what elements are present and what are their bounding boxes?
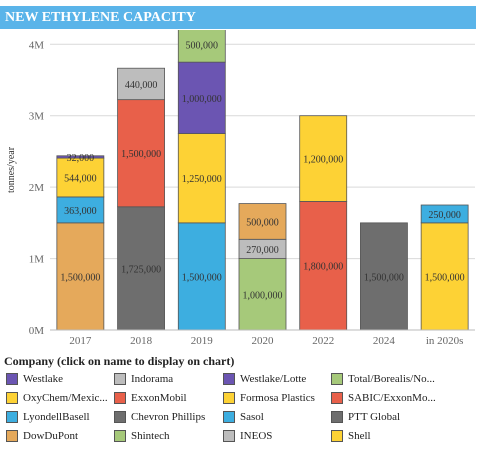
data-label: 1,725,000 bbox=[121, 264, 161, 275]
legend-label: DowDuPont bbox=[23, 430, 79, 442]
legend-label: Sasol bbox=[240, 411, 264, 423]
legend-label: Chevron Phillips bbox=[131, 411, 206, 423]
bar-segment[interactable] bbox=[177, 30, 226, 63]
legend-swatch bbox=[114, 373, 126, 385]
data-label: 1,200,000 bbox=[303, 155, 343, 166]
x-tick-label: 2020 bbox=[252, 335, 275, 347]
x-tick-label: 2019 bbox=[191, 335, 214, 347]
bar-segment[interactable] bbox=[238, 203, 287, 240]
bar-segment[interactable] bbox=[360, 222, 408, 331]
x-tick-label: 2017 bbox=[69, 335, 92, 347]
data-label: 1,500,000 bbox=[182, 272, 222, 283]
legend-label: Formosa Plastics bbox=[240, 392, 315, 404]
legend-label: PTT Global bbox=[348, 411, 401, 423]
legend-swatch bbox=[6, 373, 18, 385]
data-label: 32,000 bbox=[67, 153, 95, 164]
data-label: 250,000 bbox=[428, 210, 461, 221]
data-label: 500,000 bbox=[246, 217, 279, 228]
data-label: 1,000,000 bbox=[243, 290, 283, 301]
bar-segment[interactable] bbox=[56, 155, 105, 159]
legend-title: Company (click on name to display on cha… bbox=[4, 354, 235, 368]
bar-segment[interactable] bbox=[117, 67, 165, 101]
legend-swatch bbox=[114, 430, 126, 442]
data-label: 270,000 bbox=[246, 245, 279, 256]
bar-segment[interactable] bbox=[299, 201, 348, 331]
data-label: 500,000 bbox=[186, 40, 219, 51]
legend-swatch bbox=[6, 430, 18, 442]
legend-swatch bbox=[331, 411, 343, 423]
legend-swatch bbox=[223, 430, 235, 442]
bar-segment[interactable] bbox=[177, 61, 226, 134]
legend-label: Westlake/Lotte bbox=[240, 373, 307, 385]
y-tick-label: 0M bbox=[29, 325, 45, 337]
stacked-bar-chart: 0M 1M 2M 3M 4M tonnes/year 1,500,000 363,000 544… bbox=[6, 30, 475, 347]
data-label: 1,500,000 bbox=[121, 149, 161, 160]
bar-segment[interactable] bbox=[56, 196, 105, 224]
legend-label: SABIC/ExxonMo... bbox=[348, 392, 436, 404]
data-label: 1,500,000 bbox=[60, 272, 100, 283]
legend-label: LyondellBasell bbox=[23, 411, 90, 423]
chart-title: NEW ETHYLENE CAPACITY bbox=[0, 6, 476, 29]
legend-swatch bbox=[114, 411, 126, 423]
data-label: 1,500,000 bbox=[364, 272, 404, 283]
legend-label: INEOS bbox=[240, 430, 273, 442]
y-tick-label: 1M bbox=[29, 254, 45, 266]
legend-swatch bbox=[331, 430, 343, 442]
legend-swatch bbox=[223, 392, 235, 404]
bar-segment[interactable] bbox=[238, 258, 287, 331]
bar-segment[interactable] bbox=[420, 222, 469, 331]
data-label: 544,000 bbox=[64, 174, 97, 185]
data-label: 1,500,000 bbox=[425, 272, 465, 283]
legend-label: Shintech bbox=[131, 430, 170, 442]
y-tick-label: 3M bbox=[29, 111, 45, 123]
bar-segment[interactable] bbox=[117, 206, 165, 331]
data-label: 440,000 bbox=[125, 80, 158, 91]
legend-label: Indorama bbox=[131, 373, 174, 385]
x-tick-label: in 2020s bbox=[426, 335, 464, 347]
data-label: 1,000,000 bbox=[182, 94, 222, 105]
bar-segment[interactable] bbox=[420, 204, 469, 224]
y-tick-label: 4M bbox=[29, 39, 45, 51]
legend-swatch bbox=[223, 373, 235, 385]
legend-swatch bbox=[114, 392, 126, 404]
x-tick-label: 2024 bbox=[373, 335, 396, 347]
data-label: 1,800,000 bbox=[303, 262, 343, 273]
x-tick-label: 2018 bbox=[130, 335, 153, 347]
x-tick-label: 2022 bbox=[312, 335, 334, 347]
bar-segment[interactable] bbox=[299, 115, 348, 202]
legend-swatch bbox=[6, 411, 18, 423]
legend-swatch bbox=[6, 392, 18, 404]
legend-label: ExxonMobil bbox=[131, 392, 187, 404]
legend-label: Total/Borealis/No... bbox=[348, 373, 435, 385]
y-axis-label: tonnes/year bbox=[6, 146, 17, 193]
legend-swatch bbox=[223, 411, 235, 423]
y-tick-label: 2M bbox=[29, 182, 45, 194]
data-label: 363,000 bbox=[64, 206, 97, 217]
bar-segment[interactable] bbox=[56, 222, 105, 331]
legend-label: OxyChem/Mexic... bbox=[23, 392, 108, 404]
legend-swatch bbox=[331, 373, 343, 385]
bar-segment[interactable] bbox=[117, 99, 165, 208]
legend-swatch bbox=[331, 392, 343, 404]
data-label: 1,250,000 bbox=[182, 174, 222, 185]
legend-label: Shell bbox=[348, 430, 371, 442]
legend-label: Westlake bbox=[23, 373, 64, 385]
